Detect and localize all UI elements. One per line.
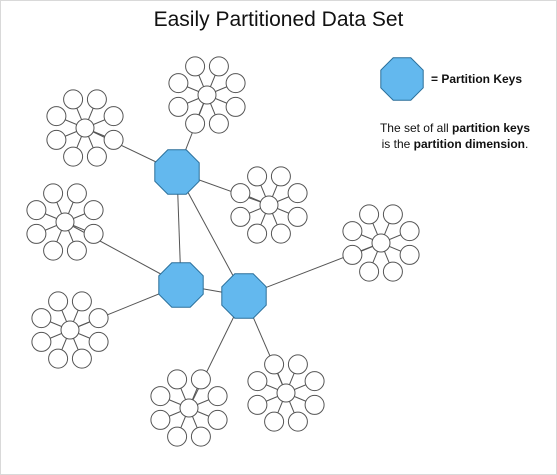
leaf-node [83,223,104,244]
leaf-node [342,244,363,265]
legend-label: = Partition Keys [431,72,523,86]
leaf-node [207,409,228,430]
leaf-node [66,183,87,204]
leaf-node [359,204,380,225]
leaf-node [287,411,308,432]
leaf-node [103,129,124,150]
nodes-layer [26,56,420,447]
leaf-node [88,331,109,352]
leaf-node [304,394,325,415]
hub-node [276,383,296,403]
leaf-node [247,371,268,392]
leaf-node [88,308,109,329]
leaf-node [399,221,420,242]
note-text-3: . [525,137,529,151]
note-text-1: The set of all [379,121,452,135]
leaf-node [225,96,246,117]
leaf-node [150,409,171,430]
leaf-node [359,261,380,282]
leaf-node [230,206,251,227]
hub-node [197,85,217,105]
leaf-node [264,411,285,432]
leaf-node [190,426,211,447]
leaf-node [230,183,251,204]
leaf-node [208,113,229,134]
leaf-node [382,204,403,225]
leaf-node [86,146,107,167]
leaf-node [185,113,206,134]
leaf-node [31,331,52,352]
diagram-title: Easily Partitioned Data Set [153,8,404,31]
leaf-node [190,369,211,390]
leaf-node [287,183,308,204]
leaf-node [399,244,420,265]
note-bold-2: partition dimension [413,137,525,151]
hub-node [371,233,391,253]
leaf-node [71,291,92,312]
leaf-node [103,106,124,127]
leaf-node [287,206,308,227]
leaf-node [247,223,268,244]
leaf-node [43,240,64,261]
leaf-node [71,348,92,369]
leaf-node [26,200,47,221]
leaf-node [167,369,188,390]
leaf-node [167,426,188,447]
leaf-node [31,308,52,329]
leaf-node [48,291,69,312]
leaf-node [342,221,363,242]
leaf-node [225,73,246,94]
note-text-2: is the [381,137,414,151]
hub-node [179,398,199,418]
legend-key-layer [380,57,424,101]
leaf-node [46,106,67,127]
leaf-node [247,166,268,187]
partition-key-node [154,149,200,195]
leaf-node [270,166,291,187]
leaf-node [208,56,229,77]
note-bold-1: partition keys [452,121,531,135]
leaf-node [287,354,308,375]
leaf-node [150,386,171,407]
leaf-node [26,223,47,244]
leaf-node [168,96,189,117]
partition-key-node [158,262,204,308]
leaf-node [304,371,325,392]
keys-layer [154,149,267,319]
leaf-node [207,386,228,407]
leaf-node [86,89,107,110]
hub-node [60,320,80,340]
leaf-node [66,240,87,261]
legend-partition-key-icon [380,57,424,101]
hub-node [259,195,279,215]
leaf-node [63,146,84,167]
legend-note: The set of all partition keys is the par… [360,120,550,152]
hub-node [55,212,75,232]
leaf-node [63,89,84,110]
leaf-node [48,348,69,369]
leaf-node [46,129,67,150]
leaf-node [185,56,206,77]
leaf-node [168,73,189,94]
hub-node [75,118,95,138]
leaf-node [270,223,291,244]
leaf-node [43,183,64,204]
leaf-node [382,261,403,282]
partition-key-node [221,273,267,319]
leaf-node [83,200,104,221]
leaf-node [247,394,268,415]
leaf-node [264,354,285,375]
